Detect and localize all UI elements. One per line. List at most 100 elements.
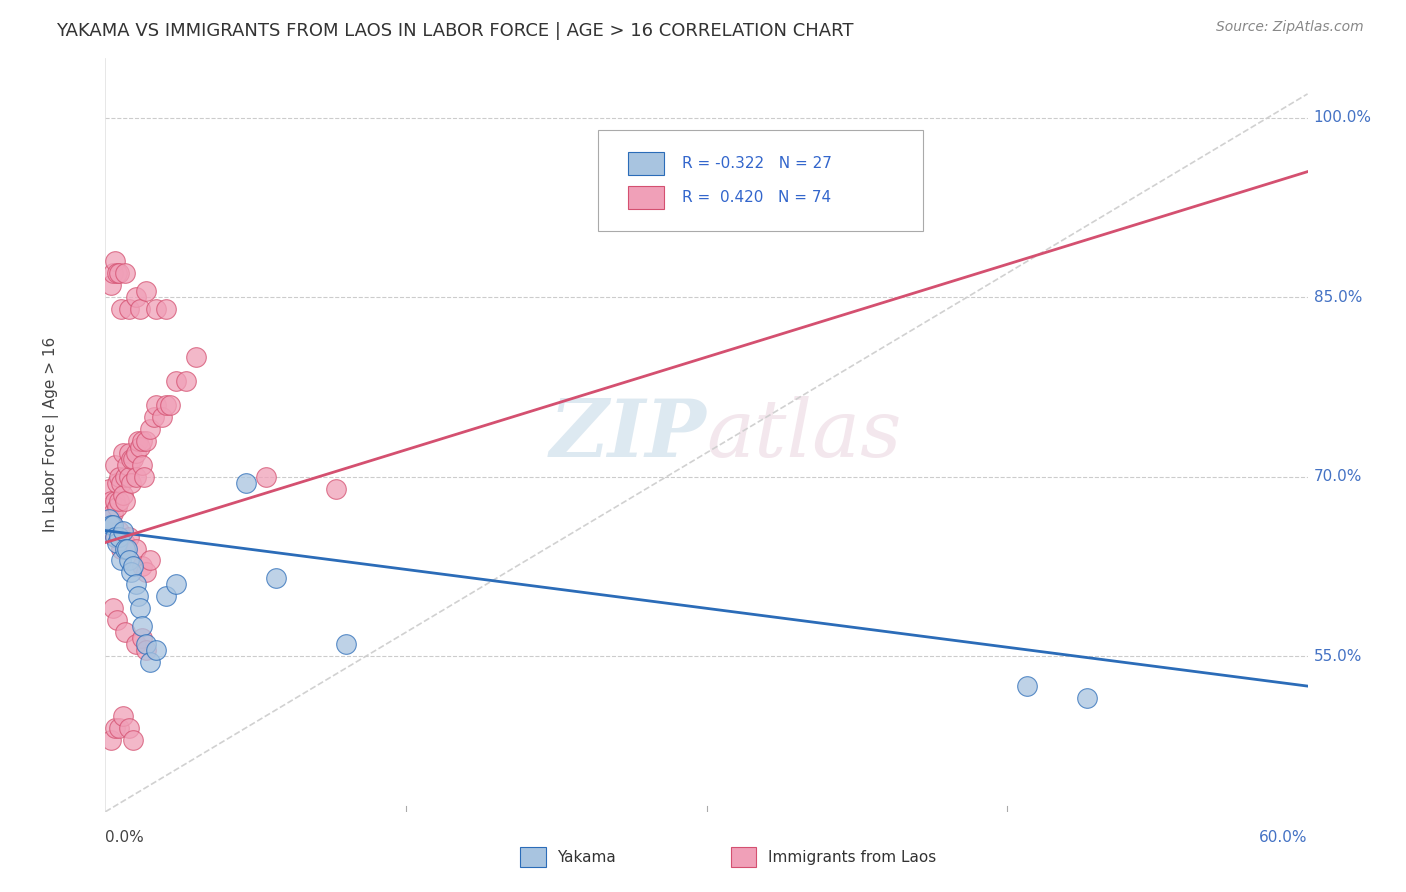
Point [145,302,167,317]
Point [104,530,127,544]
Point [135,434,157,448]
Point [131,632,153,646]
Point [110,541,132,556]
Point [138,553,160,567]
Text: R =  0.420   N = 74: R = 0.420 N = 74 [682,190,831,205]
Point [114,266,136,280]
Point [138,655,160,669]
Point [100,278,122,293]
Point [150,409,173,424]
Point [118,302,141,317]
Point [145,643,167,657]
Point [98,482,121,496]
Point [124,446,146,460]
Point [121,475,143,490]
Point [135,643,157,657]
Point [108,469,131,483]
Point [235,475,257,490]
Point [254,469,277,483]
Point [114,625,136,640]
Point [131,619,153,633]
Bar [628,186,665,209]
Point [135,566,157,580]
Point [1076,691,1098,706]
Point [124,541,146,556]
Point [98,511,121,525]
Point [107,266,129,280]
Point [155,398,177,412]
Point [128,440,150,454]
Point [128,601,150,615]
Point [100,517,122,532]
Point [100,493,122,508]
Point [118,446,141,460]
Point [131,434,153,448]
Point [127,434,149,448]
Point [104,721,127,735]
Text: In Labor Force | Age > 16: In Labor Force | Age > 16 [44,337,59,533]
Point [122,451,145,466]
Text: R = -0.322   N = 27: R = -0.322 N = 27 [682,156,832,171]
Point [135,637,157,651]
Point [124,290,146,304]
Point [1017,679,1039,693]
Point [174,374,197,388]
Text: Source: ZipAtlas.com: Source: ZipAtlas.com [1216,20,1364,34]
Point [112,709,135,723]
Point [155,590,177,604]
Point [108,493,131,508]
Point [145,398,167,412]
Point [138,422,160,436]
Point [118,469,141,483]
Point [108,524,131,538]
Text: ZIP: ZIP [550,396,707,474]
Point [107,475,129,490]
FancyBboxPatch shape [599,129,922,231]
Point [104,254,127,268]
Point [155,302,177,317]
Text: Yakama: Yakama [557,850,616,864]
Point [110,553,132,567]
Point [114,493,136,508]
Point [107,500,129,514]
Point [108,266,131,280]
Point [335,637,357,651]
Bar [628,153,665,175]
Point [128,302,150,317]
Point [159,398,181,412]
Point [104,530,127,544]
Text: YAKAMA VS IMMIGRANTS FROM LAOS IN LABOR FORCE | AGE > 16 CORRELATION CHART: YAKAMA VS IMMIGRANTS FROM LAOS IN LABOR … [56,22,853,40]
Point [114,541,136,556]
Point [107,613,129,627]
Point [108,530,131,544]
Point [124,469,146,483]
Point [165,374,187,388]
Bar [520,847,546,867]
Point [121,566,143,580]
Point [117,458,139,472]
Point [142,409,165,424]
Point [264,571,287,585]
Point [122,559,145,574]
Point [100,511,122,525]
Point [100,733,122,747]
Point [103,601,125,615]
Point [132,469,155,483]
Text: 70.0%: 70.0% [1313,469,1362,484]
Point [103,506,125,520]
Point [118,530,141,544]
Point [110,475,132,490]
Point [114,469,136,483]
Text: 0.0%: 0.0% [105,830,145,845]
Bar [731,847,756,867]
Point [121,451,143,466]
Point [184,350,207,364]
Point [112,488,135,502]
Point [103,517,125,532]
Point [114,535,136,549]
Point [135,285,157,299]
Text: 55.0%: 55.0% [1313,648,1362,664]
Point [124,577,146,591]
Point [104,458,127,472]
Point [127,590,149,604]
